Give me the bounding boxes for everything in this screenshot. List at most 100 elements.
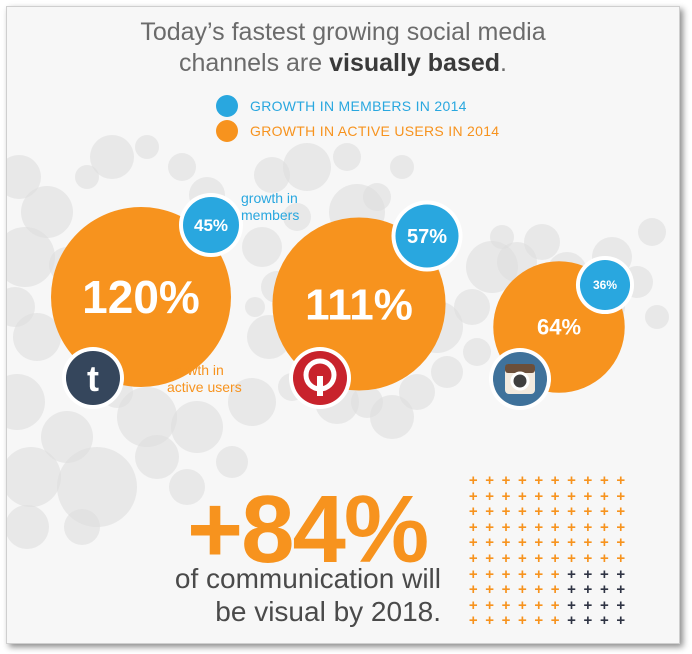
- stat-value: +84%: [187, 476, 429, 583]
- grid-plus-remaining: +: [616, 581, 626, 599]
- grid-plus-visual: +: [468, 596, 478, 614]
- grid-plus-remaining: +: [599, 565, 609, 583]
- active-users-value-label: 64%: [537, 315, 581, 340]
- background-bubble: [13, 313, 61, 361]
- grid-plus-remaining: +: [583, 565, 593, 583]
- grid-plus-visual: +: [550, 487, 560, 505]
- grid-plus-visual: +: [517, 612, 527, 630]
- stat-caption-line-1: of communication will: [174, 563, 441, 594]
- legend-item-active-users: GROWTH IN ACTIVE USERS IN 2014: [216, 118, 499, 143]
- grid-plus-visual: +: [517, 472, 527, 489]
- grid-plus-remaining: +: [599, 581, 609, 599]
- background-bubble: [7, 374, 45, 430]
- members-bubble-instagram: [579, 259, 631, 311]
- grid-plus-remaining: +: [616, 612, 626, 630]
- grid-plus-visual: +: [517, 565, 527, 583]
- grid-plus-remaining: +: [583, 596, 593, 614]
- grid-plus-visual: +: [468, 549, 478, 567]
- grid-plus-visual: +: [501, 534, 511, 552]
- members-value-label: 45%: [194, 216, 228, 235]
- grid-plus-visual: +: [468, 581, 478, 599]
- grid-plus-visual: +: [534, 612, 544, 630]
- grid-plus-visual: +: [517, 534, 527, 552]
- background-bubble: [228, 378, 276, 426]
- annotation-members: growth in members: [241, 190, 299, 223]
- grid-plus-visual: +: [468, 534, 478, 552]
- background-bubble: [363, 183, 391, 211]
- members-value-label: 36%: [593, 278, 617, 292]
- background-bubble: [117, 387, 177, 447]
- background-bubble: [135, 135, 159, 159]
- grid-plus-remaining: +: [583, 581, 593, 599]
- background-bubble: [75, 165, 99, 189]
- background-bubble: [333, 143, 361, 171]
- bubble-group-tumblr: 120% 45%: [51, 193, 243, 387]
- active-users-value-label: 120%: [82, 271, 200, 323]
- grid-plus-visual: +: [468, 612, 478, 630]
- grid-plus-visual: +: [485, 472, 494, 489]
- grid-plus-visual: +: [599, 503, 609, 521]
- background-bubble: [645, 305, 669, 329]
- grid-plus-visual: +: [599, 472, 609, 489]
- grid-plus-visual: +: [567, 549, 576, 567]
- grid-plus-visual: +: [534, 472, 544, 489]
- grid-plus-visual: +: [534, 581, 544, 599]
- grid-plus-remaining: +: [583, 612, 593, 630]
- grid-plus-visual: +: [501, 565, 511, 583]
- grid-plus-visual: +: [517, 503, 527, 521]
- background-bubble: [370, 395, 414, 439]
- background-bubble: [90, 135, 134, 179]
- legend-label-active-users: GROWTH IN ACTIVE USERS IN 2014: [250, 122, 500, 139]
- bubble-chart: 120% 45% 111% 57% 64% 36% t growth in members gro…: [7, 135, 669, 549]
- grid-plus-visual: +: [567, 534, 576, 552]
- grid-plus-visual: +: [616, 503, 626, 521]
- grid-plus-visual: +: [583, 503, 593, 521]
- grid-plus-visual: +: [550, 596, 560, 614]
- grid-plus-visual: +: [616, 518, 626, 536]
- grid-plus-visual: +: [501, 472, 511, 489]
- grid-plus-visual: +: [616, 487, 626, 505]
- grid-plus-visual: +: [501, 487, 511, 505]
- background-bubble: [171, 401, 223, 453]
- background-bubble: [169, 469, 205, 505]
- grid-plus-visual: +: [550, 503, 560, 521]
- legend-swatch-active-users: [216, 119, 238, 142]
- background-bubble: [168, 153, 196, 181]
- background-bubble: [135, 435, 179, 479]
- grid-plus-visual: +: [485, 596, 494, 614]
- background-bubble: [431, 356, 463, 388]
- grid-plus-visual: +: [583, 549, 593, 567]
- grid-plus-visual: +: [599, 487, 609, 505]
- active-users-value-label: 111%: [305, 280, 413, 329]
- grid-plus-remaining: +: [567, 596, 576, 614]
- grid-plus-remaining: +: [599, 596, 609, 614]
- background-bubble: [7, 155, 41, 199]
- pinterest-icon: [289, 347, 351, 409]
- grid-plus-visual: +: [550, 518, 560, 536]
- grid-plus-visual: +: [534, 534, 544, 552]
- grid-plus-visual: +: [468, 518, 478, 536]
- svg-text:t: t: [87, 358, 99, 399]
- grid-plus-visual: +: [517, 518, 527, 536]
- grid-plus-visual: +: [567, 503, 576, 521]
- background-bubble: [7, 447, 61, 507]
- background-bubble: [638, 218, 666, 246]
- grid-plus-visual: +: [567, 518, 576, 536]
- grid-plus-visual: +: [501, 596, 511, 614]
- headline-line-2-bold: visually based: [329, 49, 501, 77]
- grid-plus-visual: +: [550, 549, 560, 567]
- grid-plus-visual: +: [517, 596, 527, 614]
- grid-plus-visual: +: [567, 472, 576, 489]
- members-bubble-tumblr: [183, 197, 239, 253]
- grid-plus-visual: +: [501, 581, 511, 599]
- grid-plus-remaining: +: [599, 612, 609, 630]
- background-bubble: [41, 411, 93, 463]
- background-bubble: [7, 227, 55, 287]
- headline-line-2: channels are visually based.: [7, 48, 679, 79]
- grid-plus-visual: +: [583, 518, 593, 536]
- grid-plus-visual: +: [599, 534, 609, 552]
- grid-plus-visual: +: [485, 503, 494, 521]
- headline-line-1: Today’s fastest growing social media: [140, 18, 546, 46]
- grid-plus-visual: +: [616, 549, 626, 567]
- background-bubble: [454, 289, 490, 325]
